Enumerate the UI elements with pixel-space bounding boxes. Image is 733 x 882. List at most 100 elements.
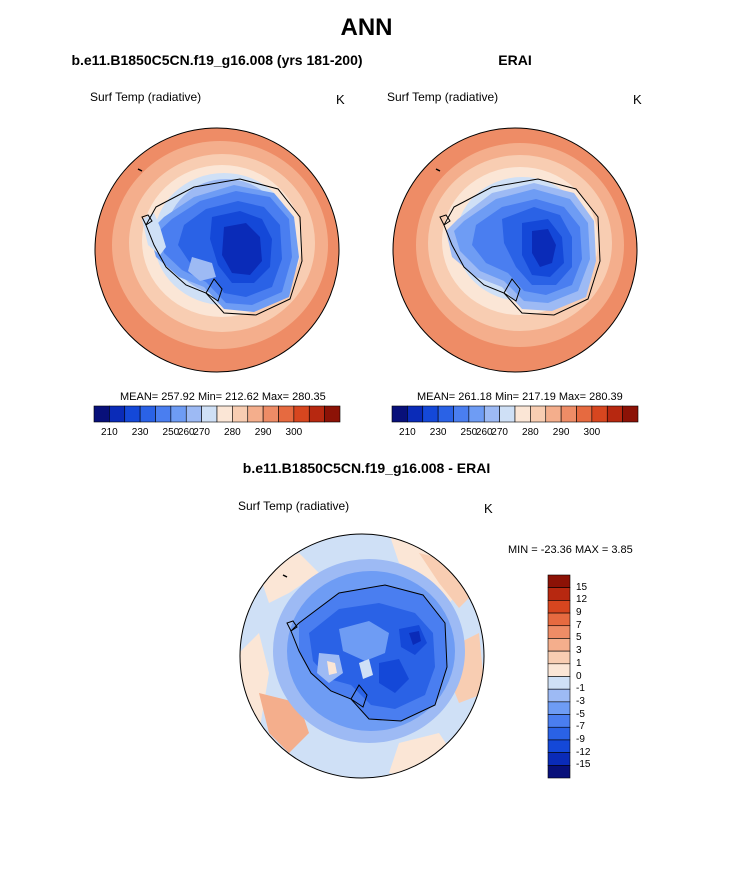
colorbar-cell [547, 714, 571, 728]
colorbar-tick-label: 260 [177, 427, 195, 438]
colorbar-cell [591, 405, 608, 423]
colorbar-tick-label: 3 [576, 645, 582, 657]
colorbar-cell [514, 405, 531, 423]
colorbar-difference [547, 574, 571, 779]
colorbar-cell [547, 625, 571, 639]
panel-model-variable-label: Surf Temp (radiative) [90, 90, 202, 104]
colorbar-cell [453, 405, 470, 423]
colorbar-cell [407, 405, 424, 423]
colorbar-tick-label: 270 [491, 427, 508, 438]
colorbar-tick-label: 300 [583, 427, 601, 438]
colorbar-cell [185, 405, 202, 423]
colorbar-cell [606, 405, 623, 423]
colorbar-cell [422, 405, 439, 423]
colorbar-tick-label: 230 [429, 427, 447, 438]
colorbar-tick-label: 12 [576, 594, 588, 606]
colorbar-obs-ticks: 210 230 250 260 270 280 290 300 [392, 427, 638, 441]
colorbar-tick-label: 230 [131, 427, 149, 438]
colorbar-cell [560, 405, 577, 423]
panel-diff-variable-label: Surf Temp (radiative) [238, 499, 350, 513]
colorbar-tick-label: -1 [576, 683, 585, 695]
colorbar-cell [308, 405, 325, 423]
colorbar-cell [155, 405, 172, 423]
colorbar-cell [547, 726, 571, 741]
colorbar-tick-label: 250 [162, 427, 180, 438]
colorbar-tick-label: -7 [576, 721, 585, 733]
colorbar-cell [124, 405, 141, 423]
colorbar-cell [547, 701, 571, 715]
colorbar-model [93, 405, 341, 423]
panel-model-units-label: K [336, 92, 345, 107]
colorbar-tick-label: -3 [576, 695, 585, 707]
colorbar-obs [391, 405, 639, 423]
polar-map-model [94, 127, 340, 373]
colorbar-tick-label: 0 [576, 670, 582, 682]
panel-obs-variable-label: Surf Temp (radiative) [387, 90, 499, 104]
panel-diff-units-label: K [484, 501, 493, 516]
colorbar-tick-label: 270 [193, 427, 210, 438]
colorbar-cell [547, 663, 571, 677]
colorbar-cell [530, 405, 547, 423]
colorbar-cell [499, 405, 516, 423]
colorbar-cell [391, 405, 408, 423]
colorbar-cell [576, 405, 593, 423]
colorbar-cell [109, 405, 126, 423]
colorbar-tick-label: 5 [576, 632, 582, 644]
colorbar-cell [547, 638, 571, 652]
colorbar-cell [547, 752, 571, 766]
colorbar-cell [547, 574, 571, 588]
colorbar-cell [216, 405, 233, 423]
colorbar-tick-label: 7 [576, 619, 582, 631]
colorbar-tick-label: 280 [224, 427, 241, 438]
colorbar-cell [547, 600, 571, 614]
colorbar-cell [139, 405, 156, 423]
colorbar-tick-label: -15 [576, 759, 591, 771]
colorbar-cell [547, 676, 571, 690]
colorbar-cell [293, 405, 310, 423]
panel-diff-stats: MIN = -23.36 MAX = 3.85 [508, 544, 633, 556]
panel-obs-title: ERAI [498, 52, 532, 68]
colorbar-cell [262, 405, 279, 423]
colorbar-tick-label: 15 [576, 581, 588, 593]
colorbar-model-ticks: 210 230 250 260 270 280 290 300 [94, 427, 340, 441]
colorbar-cell [545, 405, 562, 423]
colorbar-cell [547, 739, 571, 753]
colorbar-tick-label: 260 [475, 427, 493, 438]
panel-diff-title: b.e11.B1850C5CN.f19_g16.008 - ERAI [242, 460, 491, 476]
colorbar-tick-label: -5 [576, 708, 585, 720]
colorbar-tick-label: 280 [522, 427, 539, 438]
colorbar-tick-label: 250 [460, 427, 478, 438]
colorbar-difference-ticks: 15 12 9 7 5 3 1 0 -1 -3 -5 -7 -9 -12 -15 [576, 575, 616, 778]
colorbar-cell [247, 405, 264, 423]
colorbar-tick-label: 290 [552, 427, 570, 438]
colorbar-cell [201, 405, 218, 423]
panel-model-stats: MEAN= 257.92 Min= 212.62 Max= 280.35 [120, 391, 326, 403]
colorbar-cell [547, 765, 571, 779]
colorbar-cell [547, 688, 571, 703]
colorbar-tick-label: 210 [399, 427, 416, 438]
colorbar-cell [547, 612, 571, 627]
polar-map-difference [239, 533, 485, 779]
panel-obs-stats: MEAN= 261.18 Min= 217.19 Max= 280.39 [417, 391, 623, 403]
colorbar-tick-label: 300 [285, 427, 303, 438]
colorbar-cell [93, 405, 110, 423]
colorbar-cell [278, 405, 295, 423]
colorbar-cell [170, 405, 187, 423]
colorbar-tick-label: 210 [101, 427, 118, 438]
colorbar-cell [437, 405, 454, 423]
colorbar-cell [468, 405, 485, 423]
colorbar-cell [622, 405, 639, 423]
panel-obs-units-label: K [633, 92, 642, 107]
colorbar-cell [483, 405, 500, 423]
colorbar-tick-label: 290 [254, 427, 272, 438]
polar-map-obs [392, 127, 638, 373]
colorbar-cell [547, 587, 571, 601]
colorbar-tick-label: -12 [576, 746, 591, 758]
colorbar-cell [324, 405, 341, 423]
panel-model-title: b.e11.B1850C5CN.f19_g16.008 (yrs 181-200… [71, 52, 363, 68]
colorbar-tick-label: 1 [576, 657, 582, 669]
colorbar-cell [547, 650, 571, 665]
page-title: ANN [340, 14, 393, 41]
colorbar-tick-label: 9 [576, 607, 582, 619]
colorbar-tick-label: -9 [576, 733, 585, 745]
